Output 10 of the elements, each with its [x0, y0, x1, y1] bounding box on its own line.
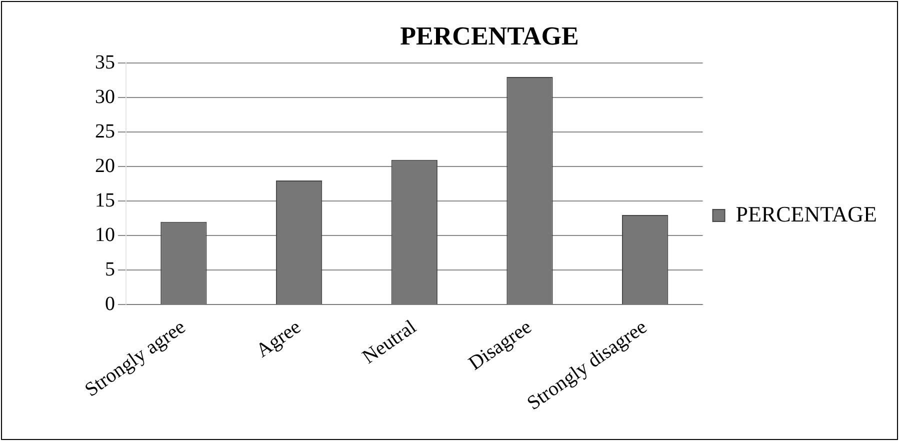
y-tick-label: 20 — [95, 154, 115, 177]
chart-title: PERCENTAGE — [400, 21, 579, 50]
y-tick-label: 0 — [105, 292, 115, 315]
y-tick-label: 10 — [95, 224, 115, 246]
y-tick-label: 15 — [95, 189, 115, 212]
y-tick-label: 35 — [95, 51, 115, 74]
y-tick-label: 30 — [95, 86, 115, 108]
y-tick-label: 5 — [105, 258, 115, 280]
y-tick-label: 25 — [95, 120, 115, 142]
legend-label: PERCENTAGE — [736, 201, 878, 226]
